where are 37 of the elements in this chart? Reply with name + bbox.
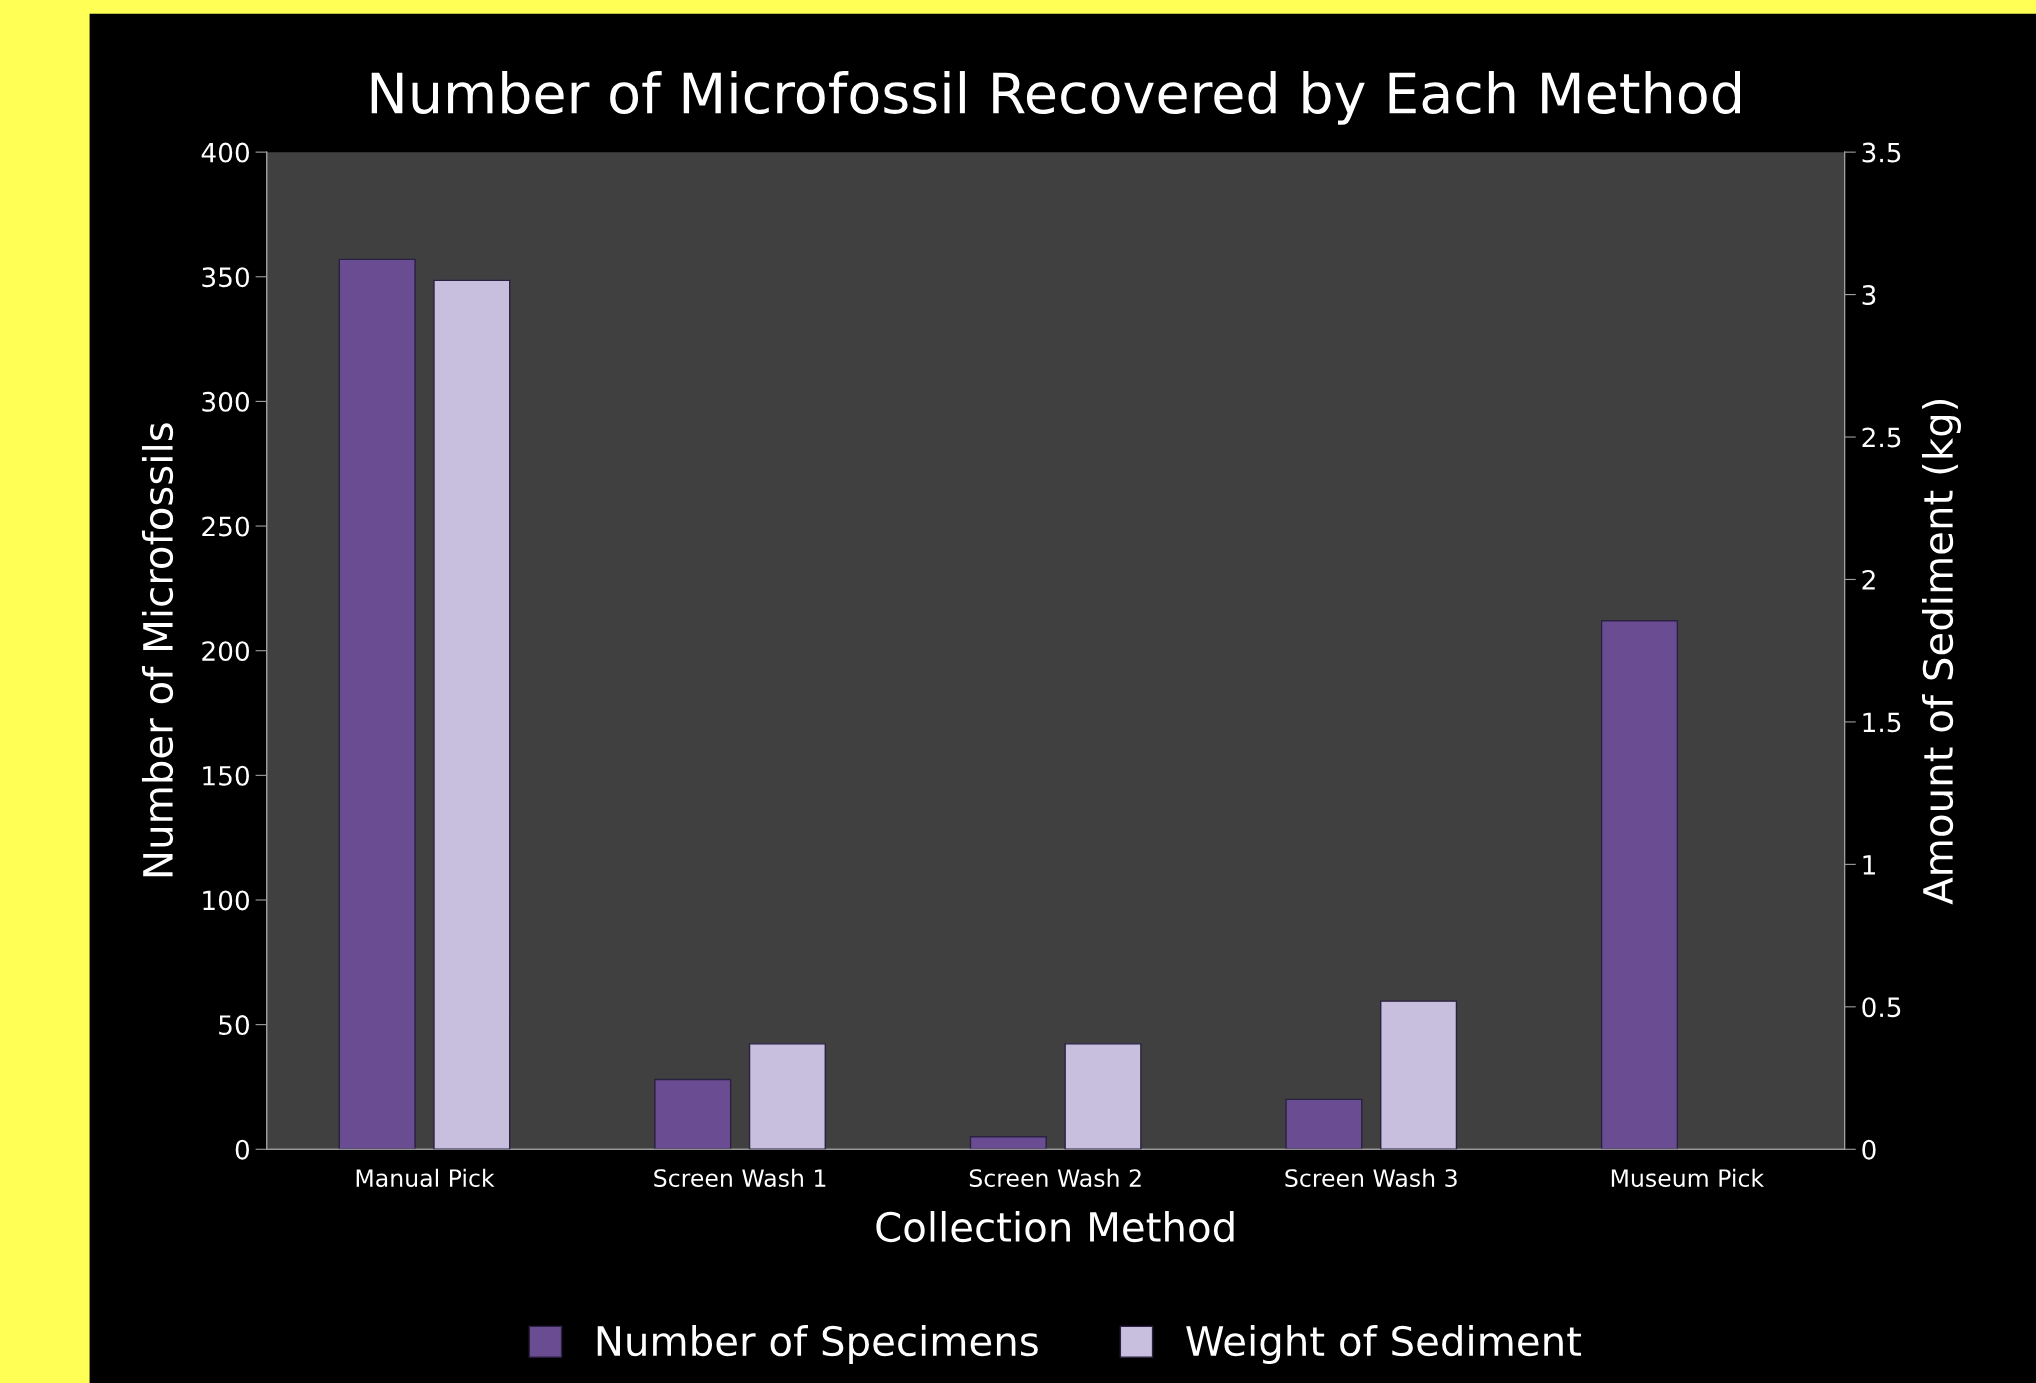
bar <box>748 1043 826 1150</box>
y2-tick-label: 1 <box>1863 855 1875 875</box>
x-axis-title: Collection Method <box>876 1211 1234 1243</box>
x-tick-label: Manual Pick <box>356 1168 495 1187</box>
y2-axis-title: Amount of Sediment (kg) <box>1922 400 1961 905</box>
bar <box>1600 620 1679 1150</box>
bar <box>1380 1000 1458 1150</box>
x-tick-label: Screen Wash 2 <box>969 1168 1141 1187</box>
y-axis-title: Number of Microfossils <box>141 423 174 877</box>
y-tick-label: 100 <box>203 890 249 911</box>
legend-label: Weight of Sediment <box>1186 1325 1582 1365</box>
y2-tick-label: 0 <box>1862 1139 1876 1160</box>
chart-title: Number of Microfossil Recovered by Each Method <box>371 71 1740 125</box>
y-tick-label: 300 <box>202 391 249 412</box>
y-tick-label: 200 <box>202 641 249 662</box>
y2-tick-label: 0.5 <box>1862 997 1901 1018</box>
x-tick-label: Museum Pick <box>1611 1168 1765 1187</box>
y2-tick-label: 1.5 <box>1863 712 1901 733</box>
x-tick-label: Screen Wash 1 <box>654 1168 826 1187</box>
x-tick-label: Screen Wash 3 <box>1285 1168 1457 1187</box>
y-tick-label: 250 <box>202 516 249 537</box>
y-tick-label: 50 <box>219 1015 249 1036</box>
bar <box>433 279 511 1150</box>
bar <box>1285 1098 1363 1150</box>
bar <box>654 1078 732 1150</box>
y2-tick-label: 2.5 <box>1862 427 1901 448</box>
y-tick-label: 150 <box>203 765 249 786</box>
y2-tick-label: 3.5 <box>1862 142 1901 163</box>
y-tick-label: 0 <box>235 1139 249 1160</box>
legend-label: Number of Specimens <box>597 1325 1038 1365</box>
bar <box>969 1136 1047 1150</box>
bar <box>1064 1043 1142 1150</box>
y2-tick-label: 2 <box>1862 569 1875 590</box>
y-tick-label: 350 <box>202 267 249 288</box>
bar <box>338 258 416 1150</box>
y-tick-label: 400 <box>201 142 249 163</box>
y2-tick-label: 3 <box>1862 285 1876 305</box>
